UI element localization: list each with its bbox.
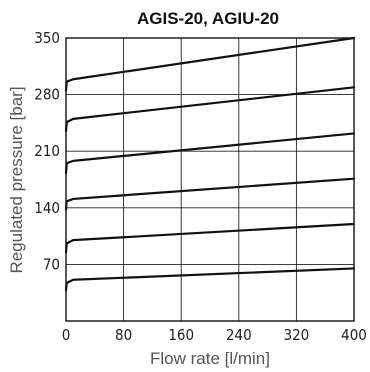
y-axis-label: Regulated pressure [bar]: [7, 86, 26, 273]
y-tick-labels: 70 140 210 280 350: [34, 29, 60, 273]
x-tick-label: 240: [226, 326, 252, 344]
series-line-5: [64, 86, 356, 133]
x-tick-labels: 0 80 160 240 320 400: [62, 326, 367, 344]
series-line-1: [64, 267, 356, 292]
series-line-4: [64, 132, 356, 175]
series-line-2: [64, 222, 356, 254]
x-axis-label: Flow rate [l/min]: [150, 349, 270, 368]
y-tick-label: 280: [34, 86, 60, 104]
grid-layer: [66, 38, 354, 321]
y-tick-label: 350: [34, 29, 60, 47]
y-tick-label: 210: [34, 142, 60, 160]
series-line-6: [64, 36, 356, 92]
x-tick-label: 0: [62, 326, 71, 344]
x-tick-label: 400: [341, 326, 367, 344]
x-tick-label: 80: [115, 326, 132, 344]
x-tick-label: 320: [284, 326, 310, 344]
series-line-3: [64, 177, 356, 211]
y-tick-label: 70: [43, 255, 60, 273]
x-tick-label: 160: [168, 326, 194, 344]
y-tick-label: 140: [34, 199, 60, 217]
series-layer: [64, 36, 356, 292]
chart-title: AGIS-20, AGIU-20: [137, 9, 279, 28]
